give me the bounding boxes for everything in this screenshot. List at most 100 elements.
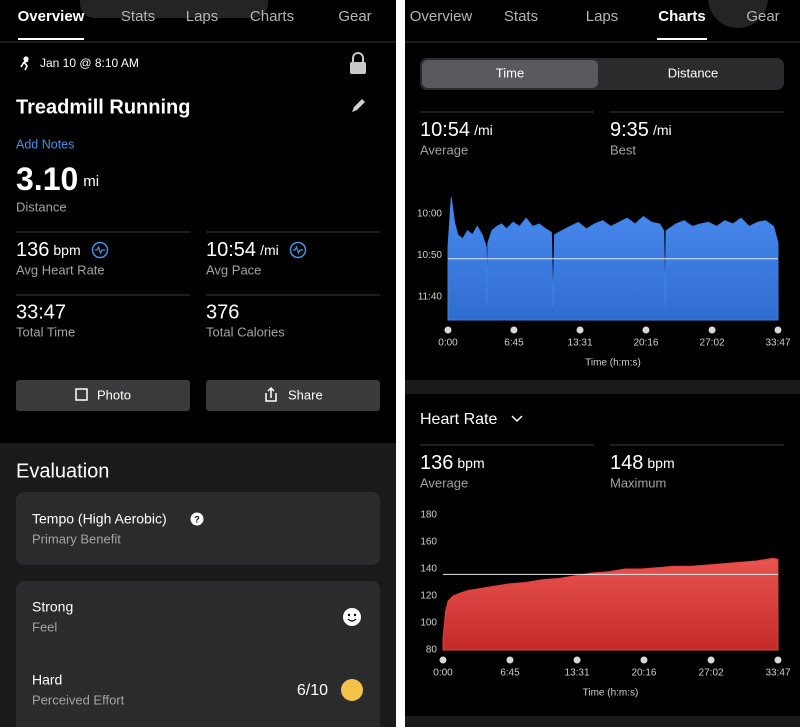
overlay: [80, 0, 268, 18]
stat-unit: bpm: [53, 242, 80, 258]
x-tick-dot: [506, 656, 514, 664]
add-notes[interactable]: Add Notes: [16, 137, 74, 151]
pace-chart: 10:00 10:50 11:40 0:00 6:45 13:31 20:16 27:02 33…: [417, 197, 791, 369]
x-tick-label: 6:45: [504, 338, 524, 349]
button-label[interactable]: Photo: [97, 387, 131, 402]
svg-text:?: ?: [194, 514, 200, 524]
summary: 10:54/mi: [420, 119, 493, 141]
x-tick-dot: [640, 656, 648, 664]
x-tick-label: 33:47: [765, 338, 790, 349]
smiley-icon: [343, 608, 361, 626]
x-tick-label: 27:02: [699, 668, 724, 679]
distance-label: Distance: [16, 199, 67, 214]
summary-label: Maximum: [610, 475, 666, 490]
summary-unit: bpm: [647, 455, 674, 471]
stat-unit: /mi: [260, 242, 279, 258]
photo-button[interactable]: Photo: [16, 380, 190, 411]
x-tick-label: 0:00: [438, 338, 458, 349]
share-button[interactable]: Share: [206, 380, 380, 411]
y-tick-label: 11:40: [418, 291, 443, 302]
segment[interactable]: Distance: [668, 65, 719, 80]
distance-value: 3.10: [16, 161, 78, 197]
summary-label: Best: [610, 142, 636, 157]
x-tick-label: 20:16: [633, 338, 658, 349]
tab[interactable]: Overview: [410, 8, 473, 25]
segment-selected[interactable]: [422, 60, 598, 88]
x-tick-dot: [439, 656, 447, 664]
x-tick-label: 13:31: [565, 668, 590, 679]
stat-label: Total Time: [16, 324, 75, 339]
y-tick-label: 160: [420, 537, 437, 548]
section-gap: [405, 380, 800, 394]
x-tick-dot: [573, 656, 581, 664]
x-axis-label: Time (h:m:s): [585, 358, 641, 369]
chevron[interactable]: [511, 415, 523, 423]
tab[interactable]: Stats: [504, 8, 538, 25]
left-tabs: Overview Stats Laps Charts Gear: [18, 8, 372, 40]
effort-value: Hard: [32, 672, 62, 688]
summary-unit: /mi: [474, 122, 493, 138]
tab[interactable]: Laps: [586, 8, 619, 25]
stat-value: 10:54: [206, 239, 256, 261]
tab[interactable]: Charts: [250, 8, 294, 25]
tab[interactable]: Laps: [186, 8, 219, 25]
area: [442, 557, 779, 651]
x-tick-label: 0:00: [433, 668, 453, 679]
stat: 10:54/mi: [206, 239, 279, 261]
stat-label: Avg Heart Rate: [16, 262, 105, 277]
summary-value: 10:54: [420, 119, 470, 141]
feel-label: Feel: [32, 619, 57, 634]
summary: 136 bpm: [420, 452, 485, 474]
x-tick-dot: [707, 656, 715, 664]
x-tick-dot: [444, 326, 452, 334]
x-tick-label: 27:02: [700, 338, 725, 349]
segment[interactable]: Time: [496, 65, 524, 80]
button-label[interactable]: Share: [288, 387, 323, 402]
stat-value: 136: [16, 239, 49, 261]
overlay: [708, 0, 768, 28]
y-tick-label: 180: [420, 510, 437, 521]
x-axis-label: Time (h:m:s): [583, 688, 639, 699]
tab[interactable]: Stats: [121, 8, 155, 25]
tab[interactable]: Overview: [18, 8, 85, 25]
summary-unit: bpm: [457, 455, 484, 471]
right-tabs: Overview Stats Laps Charts Gear: [410, 8, 780, 40]
stat-label: Total Calories: [206, 324, 285, 339]
stat-value: 376: [206, 301, 239, 323]
summary-unit: /mi: [653, 122, 672, 138]
hr-title[interactable]: Heart Rate: [420, 411, 497, 428]
tab[interactable]: Gear: [338, 8, 371, 25]
tab-underline: [657, 38, 707, 40]
stat: 136 bpm: [16, 239, 81, 261]
activity-title: Treadmill Running: [16, 96, 190, 118]
x-tick-dot: [642, 326, 650, 334]
y-tick-label: 80: [426, 645, 438, 656]
hr-chart: 80 100 120 140 160 180 0:00 6:45 13:31 20:16 27:02…: [420, 510, 791, 699]
info-icon[interactable]: [91, 241, 109, 259]
summary-value: 136: [420, 452, 453, 474]
distance: 3.10 mi: [16, 161, 99, 197]
edit-icon[interactable]: [352, 99, 365, 112]
info-icon[interactable]: [289, 241, 307, 259]
benefit-value: Tempo (High Aerobic): [32, 511, 167, 527]
tab[interactable]: Gear: [746, 8, 779, 25]
x-tick-dot: [510, 326, 518, 334]
summary-value: 9:35: [610, 119, 649, 141]
distance-unit: mi: [83, 173, 99, 190]
button-bg[interactable]: [206, 380, 380, 411]
summary-label: Average: [420, 475, 468, 490]
tab-underline: [18, 38, 84, 40]
tab[interactable]: Charts: [658, 8, 706, 25]
run-icon: [20, 56, 29, 71]
y-tick-label: 120: [420, 591, 437, 602]
x-tick-dot: [774, 656, 782, 664]
x-tick-label: 20:16: [631, 668, 656, 679]
button-bg[interactable]: [16, 380, 190, 411]
y-tick-label: 140: [420, 564, 437, 575]
effort-dot: [341, 679, 363, 701]
y-tick-label: 10:00: [417, 209, 442, 220]
x-tick-dot: [576, 326, 584, 334]
panel-gap: [396, 0, 405, 727]
help-icon[interactable]: ?: [190, 512, 204, 526]
